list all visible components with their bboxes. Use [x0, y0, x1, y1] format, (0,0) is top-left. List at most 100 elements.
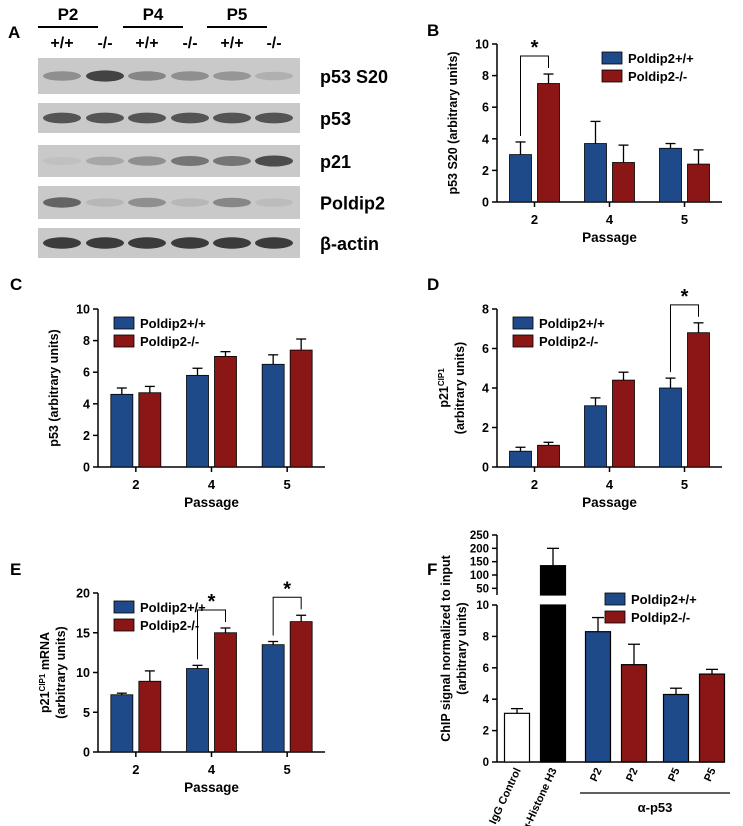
bar [186, 668, 209, 753]
y-tick-label: 4 [483, 694, 490, 706]
y-axis-label-part: p21 [38, 691, 52, 713]
x-tick-label: 4 [208, 477, 216, 492]
legend-swatch [512, 316, 534, 330]
bar [537, 83, 560, 203]
row-label: Poldip2 [320, 194, 385, 214]
legend-swatch [113, 334, 135, 348]
legend-label: Poldip2+/+ [140, 600, 206, 615]
error-bar [220, 627, 231, 633]
y-axis-label-part: CIP1 [437, 368, 446, 386]
panel-label: C [10, 275, 22, 294]
error-bar [590, 120, 601, 144]
y-tick-label: 5 [83, 706, 90, 720]
x-tick-label: P5 [702, 766, 719, 783]
x-tick-label: IgG Control [487, 766, 523, 826]
y-tick-label: 8 [483, 631, 490, 643]
error-bar [511, 707, 523, 714]
error-bar [268, 354, 279, 365]
y-tick-label: 200 [470, 543, 489, 555]
blot-strip [38, 186, 300, 219]
panel-label: E [10, 560, 21, 579]
group-label: α-p53 [638, 800, 673, 815]
y-axis-label-part: p21 [437, 386, 451, 408]
y-tick-label: 50 [476, 583, 489, 595]
y-tick-label: 15 [76, 626, 90, 640]
legend-swatch [113, 600, 135, 614]
y-tick-label: 10 [475, 38, 489, 52]
error-bar [296, 614, 307, 622]
error-bar [144, 670, 155, 682]
x-tick-label: 2 [132, 762, 139, 777]
y-tick-label: 10 [76, 303, 90, 317]
x-tick-label: 5 [681, 212, 688, 227]
y-axis-label: p53 S20 (arbitrary units) [446, 51, 460, 194]
bar [537, 444, 560, 468]
blot-band [171, 198, 209, 207]
significance-bracket [670, 304, 699, 373]
legend-label: Poldip2+/+ [628, 51, 694, 66]
y-axis-label-line2: (arbitrary units) [54, 626, 68, 718]
y-axis-label-line2: (arbitrary units) [455, 602, 469, 694]
y-tick-label: 6 [482, 342, 489, 356]
legend-swatch [601, 51, 623, 65]
error-bar [144, 385, 155, 393]
row-label: p53 [320, 109, 351, 129]
blot-band [213, 71, 251, 81]
significance-mark: * [681, 286, 689, 308]
y-tick-label: 10 [476, 600, 489, 612]
y-tick-label: 2 [483, 726, 489, 738]
error-bar [543, 441, 554, 446]
blot-band [213, 237, 251, 249]
y-tick-label: 250 [470, 530, 489, 542]
bar [509, 450, 532, 468]
legend-swatch [601, 69, 623, 83]
y-tick-label: 4 [482, 132, 489, 146]
x-tick-label: 4 [208, 762, 216, 777]
error-bar [116, 387, 127, 395]
bar [584, 631, 612, 763]
error-bar [693, 322, 704, 333]
genotype-label: -/- [266, 35, 281, 52]
x-tick-label: 5 [284, 762, 291, 777]
y-tick-label: 8 [482, 69, 489, 83]
significance-mark: * [531, 37, 539, 59]
bar [620, 664, 648, 763]
x-axis-label: Passage [184, 495, 239, 510]
blot-band [128, 112, 166, 124]
y-tick-label: 6 [482, 101, 489, 115]
bar [261, 644, 285, 753]
y-tick-label: 0 [83, 461, 90, 475]
legend-label: Poldip2-/- [628, 69, 687, 84]
x-tick-label: P2 [624, 766, 641, 783]
error-bar [192, 367, 203, 376]
bar [687, 332, 710, 468]
panel-label: B [427, 21, 439, 40]
y-axis-label: ChIP signal normalized to input [439, 554, 453, 741]
y-tick-label: 8 [83, 334, 90, 348]
legend-label: Poldip2-/- [140, 618, 199, 633]
error-bar [543, 73, 554, 84]
blot-band [171, 112, 209, 124]
blot-band [213, 197, 251, 208]
group-label: P2 [58, 5, 79, 24]
legend-swatch [113, 316, 135, 330]
blot-band [86, 237, 124, 249]
error-bar [618, 144, 629, 163]
panel-label: D [427, 275, 439, 294]
x-tick-label: 4 [606, 212, 614, 227]
bar [186, 374, 209, 468]
y-tick-label: 100 [470, 570, 489, 582]
blot-band [171, 237, 209, 249]
error-bar [515, 446, 526, 452]
error-bar [592, 616, 604, 632]
legend-swatch [113, 618, 135, 632]
bar-upper [539, 565, 567, 596]
bar [138, 392, 162, 468]
blot-band [255, 71, 293, 81]
bar [659, 147, 682, 203]
blot-band [213, 156, 251, 166]
blot-band [255, 198, 293, 207]
blot-band [43, 237, 81, 249]
bar [503, 712, 531, 763]
